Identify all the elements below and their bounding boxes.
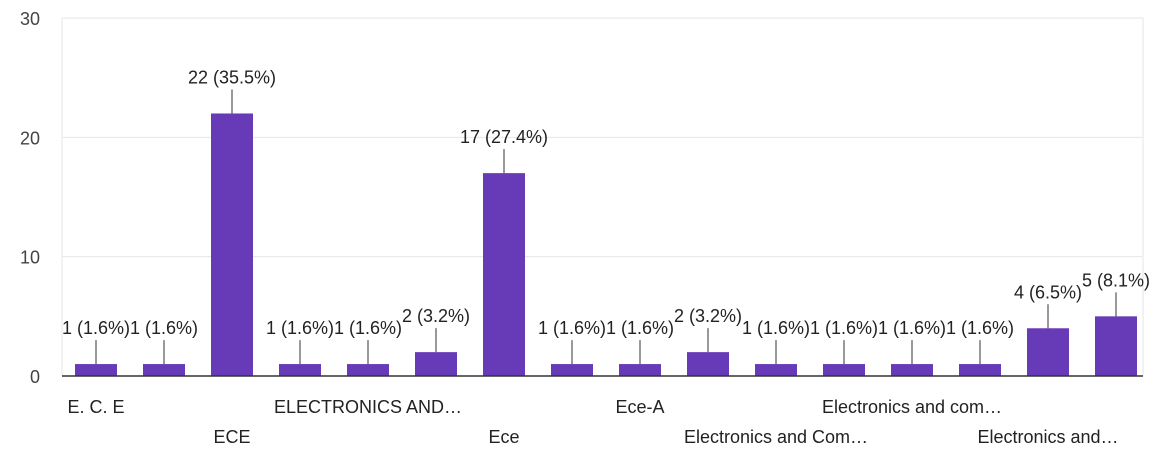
y-tick-label: 0 [30,367,40,387]
data-label: 4 (6.5%) [1014,282,1082,302]
y-tick-label: 10 [20,248,40,268]
x-category-label: E. C. E [67,397,124,417]
data-label: 1 (1.6%) [878,318,946,338]
y-tick-label: 30 [20,9,40,29]
data-label: 1 (1.6%) [130,318,198,338]
y-tick-label: 20 [20,128,40,148]
bar [1095,316,1137,376]
data-label: 1 (1.6%) [742,318,810,338]
x-category-label: Ece-A [615,397,664,417]
data-label: 17 (27.4%) [460,127,548,147]
bar [1027,328,1069,376]
data-label: 1 (1.6%) [606,318,674,338]
data-label: 1 (1.6%) [810,318,878,338]
x-category-label: Electronics and Com… [684,427,868,447]
bars [75,113,1137,376]
x-category-label: Ece [488,427,519,447]
bar [75,364,117,376]
bar [415,352,457,376]
bar [823,364,865,376]
bar [279,364,321,376]
data-label: 22 (35.5%) [188,67,276,87]
data-label: 1 (1.6%) [62,318,130,338]
bar [959,364,1001,376]
bar [211,113,253,376]
x-category-label: Electronics and… [977,427,1118,447]
x-category-label: Electronics and com… [822,397,1002,417]
data-label-leaders [95,89,1117,365]
bar [619,364,661,376]
y-axis-tick-labels: 0 10 20 30 [20,9,40,387]
x-axis-category-labels: E. C. E ECE ELECTRONICS AND… Ece Ece-A Electr… [67,397,1118,447]
bar [143,364,185,376]
data-labels: 1 (1.6%) 1 (1.6%)22 (35.5%)1 (1.6%) 1 (1.6… [62,67,1150,338]
bar [347,364,389,376]
bar [551,364,593,376]
bar [755,364,797,376]
data-label: 1 (1.6%) [946,318,1014,338]
bar [891,364,933,376]
bar [687,352,729,376]
data-label: 2 (3.2%) [402,306,470,326]
x-category-label: ELECTRONICS AND… [274,397,462,417]
data-label: 1 (1.6%) [538,318,606,338]
data-label: 1 (1.6%) [334,318,402,338]
data-label: 2 (3.2%) [674,306,742,326]
bar [483,173,525,376]
x-category-label: ECE [213,427,250,447]
data-label: 5 (8.1%) [1082,270,1150,290]
data-label: 1 (1.6%) [266,318,334,338]
